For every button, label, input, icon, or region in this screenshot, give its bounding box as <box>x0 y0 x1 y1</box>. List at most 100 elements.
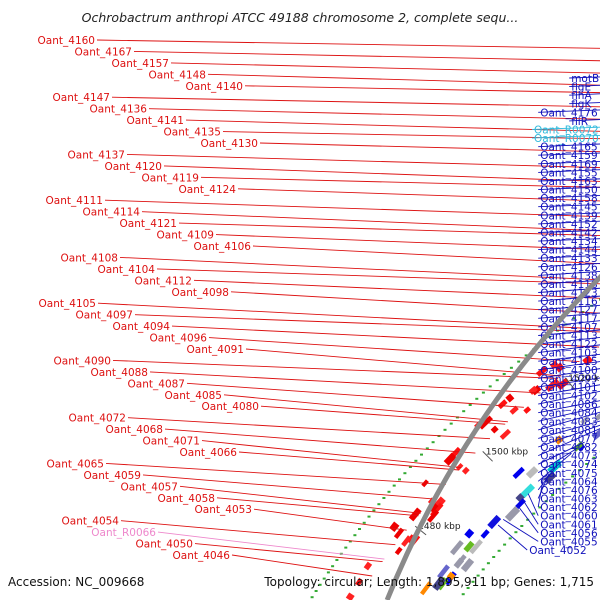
gene-label[interactable]: Oant_4097 <box>76 310 133 322</box>
gene-label[interactable]: Oant_4138 <box>540 270 597 282</box>
gene-label[interactable]: Oant_4087 <box>128 378 185 390</box>
gene-label[interactable]: Oant_4080 <box>202 401 259 413</box>
gene-label[interactable]: Oant_4135 <box>164 127 221 139</box>
gene-label[interactable]: Oant_4061 <box>540 519 597 531</box>
gene-label[interactable]: Oant_4081 <box>540 425 597 437</box>
gene-label[interactable]: Oant_4122 <box>540 339 597 351</box>
gene-label[interactable]: Oant_4056 <box>540 528 598 540</box>
gene-label[interactable]: Oant_4105 <box>39 298 96 310</box>
gene-label[interactable]: Oant_4060 <box>540 511 597 523</box>
gene-label[interactable]: flgE <box>571 82 591 94</box>
gene-label[interactable]: Oant_4075 <box>540 468 597 480</box>
gene-label[interactable]: motB <box>571 73 599 85</box>
gene-label[interactable]: Oant_4142 <box>540 228 597 240</box>
gene-label[interactable]: Oant_4115 <box>540 356 597 368</box>
gene-label[interactable]: Oant_4116 <box>540 296 598 308</box>
gene-label[interactable]: Oant_4124 <box>179 184 237 196</box>
gene-label[interactable]: Oant_4058 <box>158 493 215 505</box>
gene-label[interactable]: Oant_4077 <box>540 433 597 445</box>
gene-label[interactable]: Oant_4100 <box>540 365 597 377</box>
gene-label[interactable]: Oant_4130 <box>201 138 258 150</box>
gene-label[interactable]: Oant_4136 <box>90 104 148 116</box>
gene-label[interactable]: Oant_4074 <box>540 459 598 471</box>
gene-label[interactable]: Oant_4063 <box>540 494 597 506</box>
gene-label[interactable]: Oant_4134 <box>540 236 598 248</box>
gene-label[interactable]: Oant_4120 <box>105 161 162 173</box>
gene-label[interactable]: Oant_4144 <box>540 245 598 257</box>
gene-label[interactable]: Oant_4157 <box>112 58 169 70</box>
gene-label[interactable]: Oant_4152 <box>540 219 597 231</box>
gene-label[interactable]: Oant_4062 <box>540 502 597 514</box>
gene-label[interactable]: Oant_4090 <box>54 355 111 367</box>
gene-label[interactable]: Oant_4106 <box>194 241 252 253</box>
gene-label[interactable]: Oant_4054 <box>62 516 120 528</box>
gene-label[interactable]: Oant_4118 <box>540 279 597 291</box>
gene-label[interactable]: Oant_4155 <box>540 167 597 179</box>
gene-label[interactable]: Oant_4141 <box>127 115 184 127</box>
gene-label[interactable]: Oant_4108 <box>61 252 118 264</box>
gene-label[interactable]: Oant_4052 <box>529 545 586 557</box>
gene-label[interactable]: Oant_4147 <box>53 92 110 104</box>
gene-label[interactable]: Oant_4091 <box>187 344 244 356</box>
gene-label[interactable]: Oant_4053 <box>195 504 252 516</box>
gene-label[interactable]: Oant_4158 <box>540 193 597 205</box>
gene-label[interactable]: Oant_4073 <box>540 451 597 463</box>
gene-label[interactable]: Oant_4082 <box>540 442 597 454</box>
guide-dot <box>488 385 492 388</box>
gene-label[interactable]: Oant_4101 <box>540 382 597 394</box>
gene-label[interactable]: Oant_4104 <box>98 264 156 276</box>
gene-label[interactable]: Oant_4114 <box>83 207 141 219</box>
gene-label[interactable]: Oant_4126 <box>540 262 598 274</box>
gene-label[interactable]: Oant_4165 <box>540 142 597 154</box>
gene-label[interactable]: Oant_4086 <box>540 399 598 411</box>
gene-label[interactable]: Oant_4098 <box>172 287 229 299</box>
gene-label[interactable]: Oant_4159 <box>540 150 597 162</box>
gene-label[interactable]: Oant_4088 <box>91 367 148 379</box>
gene-label[interactable]: Oant_R0066 <box>91 527 156 539</box>
gene-label[interactable]: Oant_4176 <box>540 107 598 119</box>
gene-label[interactable]: Oant_4119 <box>142 172 199 184</box>
gene-label[interactable]: flhA <box>571 90 592 102</box>
gene-label[interactable]: flgK <box>571 99 592 111</box>
gene-label[interactable]: Oant_4102 <box>540 391 597 403</box>
gene-label[interactable]: Oant_4055 <box>540 536 597 548</box>
gene-label[interactable]: Oant_4169 <box>540 159 597 171</box>
gene-label[interactable]: Oant_4096 <box>150 333 208 345</box>
gene-label[interactable]: Oant_4057 <box>121 481 178 493</box>
gene-label[interactable]: Oant_4139 <box>540 210 597 222</box>
gene-label[interactable]: Oant_4068 <box>106 424 163 436</box>
gene-label[interactable]: fliR <box>571 116 588 128</box>
gene-label[interactable]: Oant_4094 <box>113 321 171 333</box>
gene-label[interactable]: Oant_4071 <box>143 436 200 448</box>
gene-label[interactable]: Oant_4076 <box>540 485 598 497</box>
gene-label[interactable]: Oant_4064 <box>540 476 598 488</box>
gene-label[interactable]: Oant_4145 <box>540 202 597 214</box>
gene-label[interactable]: Oant_4083 <box>540 416 597 428</box>
gene-label[interactable]: Oant_4109 <box>157 230 214 242</box>
gene-label[interactable]: Oant_4103 <box>540 348 597 360</box>
gene-label[interactable]: Oant_4046 <box>173 550 231 562</box>
gene-label[interactable]: Oant_4065 <box>47 458 104 470</box>
gene-label[interactable]: Oant_4167 <box>75 46 132 58</box>
gene-label[interactable]: Oant_R0070 <box>534 133 599 145</box>
gene-label[interactable]: Oant_4150 <box>540 185 597 197</box>
gene-label[interactable]: Oant_4084 <box>540 408 598 420</box>
gene-label[interactable]: Oant_4050 <box>136 539 193 551</box>
gene-label[interactable]: Oant_4117 <box>540 313 597 325</box>
gene-label[interactable]: Oant_4160 <box>38 35 95 47</box>
gene-label[interactable]: Oant_4111 <box>46 195 103 207</box>
gene-label[interactable]: Oant_4113 <box>540 331 597 343</box>
gene-label[interactable]: Oant_4066 <box>180 447 238 459</box>
gene-label[interactable]: Oant_4133 <box>540 253 597 265</box>
gene-label[interactable]: Oant_4072 <box>69 413 126 425</box>
gene-label[interactable]: Oant_4099 <box>540 373 597 385</box>
gene-label[interactable]: Oant_4121 <box>120 218 177 230</box>
gene-label[interactable]: Oant_4148 <box>149 69 206 81</box>
gene-label[interactable]: Oant_4163 <box>540 176 597 188</box>
gene-label[interactable]: Oant_4137 <box>68 149 125 161</box>
gene-label[interactable]: Oant_4140 <box>186 81 243 93</box>
gene-label[interactable]: Oant_4085 <box>165 390 222 402</box>
gene-label[interactable]: Oant_R0072 <box>534 125 599 137</box>
gene-label[interactable]: Oant_4059 <box>84 470 141 482</box>
gene-label[interactable]: Oant_4112 <box>135 275 192 287</box>
